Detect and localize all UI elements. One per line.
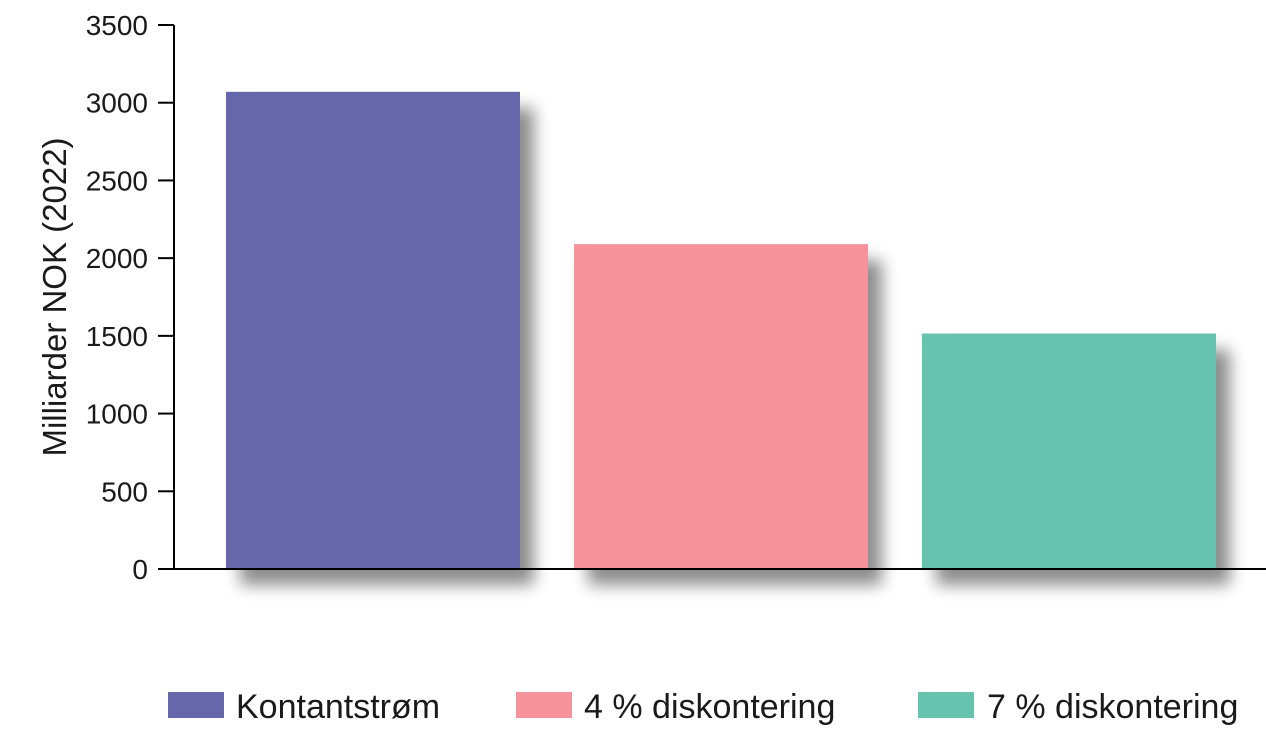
bar-3 [922,333,1216,569]
axes: 0 500 1000 1500 2000 2500 3000 3500 [86,10,1266,585]
y-tick-label: 3000 [86,88,148,119]
bars [226,91,1216,569]
legend: Kontantstrøm 4 % diskontering 7 % diskonte… [168,688,1238,726]
y-tick-label: 1000 [86,399,148,430]
y-axis-title: Milliarder NOK (2022) [36,137,73,456]
y-tick-label: 3500 [86,10,148,41]
legend-label-3: 7 % diskontering [987,688,1238,726]
legend-label-2: 4 % diskontering [584,688,835,726]
y-tick-label: 2500 [86,165,148,196]
y-tick-label: 0 [132,554,148,585]
bar-1 [226,91,520,569]
legend-swatch-2 [516,692,572,718]
y-tick-label: 2000 [86,243,148,274]
legend-swatch-3 [918,692,974,718]
y-tick-label: 500 [101,476,148,507]
y-tick-label: 1500 [86,321,148,352]
legend-swatch-1 [168,692,224,718]
legend-label-1: Kontantstrøm [236,688,440,726]
bar-2 [574,244,868,569]
